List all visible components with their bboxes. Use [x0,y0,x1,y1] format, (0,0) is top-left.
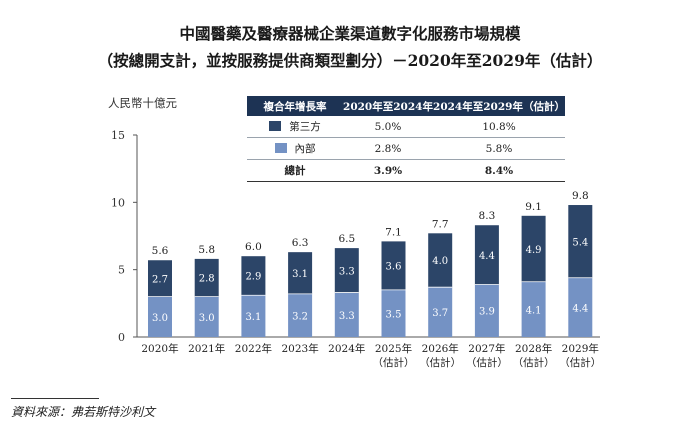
bar-segment-internal [521,281,546,337]
data-label-total: 6.3 [292,237,309,249]
bar-segment-internal [474,284,499,337]
x-tick-label: 2025年 [375,342,412,355]
bar-segment-third-party [381,241,406,290]
x-tick-label: 2029年 [562,342,599,355]
bar-segment-third-party [428,233,453,288]
cagr-third-party-2020-2024: 5.0% [343,116,433,138]
data-label-total: 7.7 [432,218,449,230]
data-label-internal: 4.1 [526,305,542,316]
bar-segment-internal [334,292,359,337]
bar-segment-third-party [568,205,593,278]
legend-item-internal: 內部 [247,137,343,160]
x-tick-label: 2021年 [188,342,225,355]
cagr-total-label: 總計 [247,159,343,182]
x-tick-label: 2023年 [281,342,318,355]
data-label-total: 6.5 [338,233,355,245]
data-label-internal: 3.7 [432,308,448,319]
data-label-third-party: 2.7 [152,274,168,285]
chart-title-line1: 中國醫藥及醫療器械企業渠道數字化服務市場規模 [179,24,521,43]
cagr-internal-2024-2029: 5.8% [433,137,565,160]
x-tick-label: 2028年 [515,342,552,355]
chart-title-line2: （按總開支計，並按服務提供商類型劃分）－2020年至2029年（估計） [97,51,603,70]
cagr-third-party-2024-2029: 10.8% [433,116,565,138]
y-tick-label: 15 [111,129,125,142]
data-label-total: 7.1 [385,226,402,238]
cagr-header-label: 複合年增長率 [247,96,343,116]
bar-segment-third-party [241,256,266,296]
data-label-internal: 4.4 [572,303,588,314]
x-tick-label: 2027年 [468,342,505,355]
bar-segment-internal [568,277,593,337]
bar-segment-third-party [194,258,219,297]
data-label-total: 9.1 [525,201,542,213]
cagr-internal-2020-2024: 2.8% [343,137,433,160]
data-label-internal: 3.9 [479,307,495,318]
data-label-third-party: 4.4 [479,251,495,262]
internal-swatch [274,143,287,154]
bar-segment-third-party [334,248,359,293]
y-tick-label: 0 [118,331,125,344]
x-tick-label: 2024年 [328,342,365,355]
y-tick-label: 5 [118,264,125,277]
cagr-header-row: 複合年增長率 2020年至2024年 2024年至2029年（估計） [247,96,565,116]
source-divider [11,398,99,399]
bar-segment-third-party [148,260,172,297]
legend-label-internal: 內部 [294,142,316,155]
bar-segment-third-party [474,225,499,285]
data-label-third-party: 4.9 [526,245,542,256]
data-label-total: 5.8 [198,244,215,256]
cagr-total-2020-2024: 3.9% [343,159,433,182]
data-label-internal: 3.5 [386,309,402,320]
cagr-row-total: 總計 3.9% 8.4% [247,159,565,182]
x-tick-label: 2020年 [141,342,178,355]
data-label-third-party: 3.1 [292,269,308,280]
data-label-total: 6.0 [245,241,262,253]
x-tick-label: （估計） [373,356,415,369]
data-label-third-party: 3.6 [386,262,402,273]
bar-segment-third-party [521,215,546,282]
source-note: 資料來源：弗若斯特沙利文 [11,405,156,419]
cagr-total-2024-2029: 8.4% [433,159,565,182]
x-tick-label: （估計） [559,356,601,369]
data-label-third-party: 3.3 [339,266,355,277]
cagr-header-period2: 2024年至2029年（估計） [433,96,565,116]
cagr-legend-table: 複合年增長率 2020年至2024年 2024年至2029年（估計） 第三方 5… [247,96,565,182]
x-tick-label: （估計） [513,356,555,369]
bar-segment-internal [288,293,313,337]
data-label-internal: 3.0 [152,313,168,324]
data-label-third-party: 5.4 [572,237,588,248]
data-label-total: 9.8 [572,190,589,202]
data-label-third-party: 4.0 [432,256,448,267]
x-tick-label: 2026年 [422,342,459,355]
data-label-internal: 3.0 [199,313,215,324]
bar-segment-internal [241,295,266,337]
data-label-third-party: 2.9 [245,272,261,283]
cagr-row-internal: 內部 2.8% 5.8% [247,137,565,160]
legend-label-third-party: 第三方 [289,120,321,133]
bar-segment-internal [148,296,172,337]
data-label-internal: 3.1 [245,312,261,323]
data-label-total: 5.6 [152,245,169,257]
data-label-internal: 3.2 [292,311,308,322]
bar-segment-internal [381,289,406,337]
data-label-third-party: 2.8 [199,274,215,285]
y-axis-unit-label: 人民幣十億元 [108,96,177,110]
third-party-swatch [269,121,282,132]
x-tick-label: （估計） [466,356,508,369]
data-label-internal: 3.3 [339,311,355,322]
bar-segment-internal [428,287,453,337]
bar-segment-third-party [288,252,313,294]
data-label-total: 8.3 [479,210,496,222]
cagr-header-period1: 2020年至2024年 [343,96,433,116]
y-tick-label: 10 [111,196,125,209]
x-tick-label: （估計） [419,356,461,369]
bar-segment-internal [194,296,219,337]
cagr-row-third-party: 第三方 5.0% 10.8% [247,116,565,138]
legend-item-third-party: 第三方 [247,116,343,138]
x-tick-label: 2022年 [235,342,272,355]
